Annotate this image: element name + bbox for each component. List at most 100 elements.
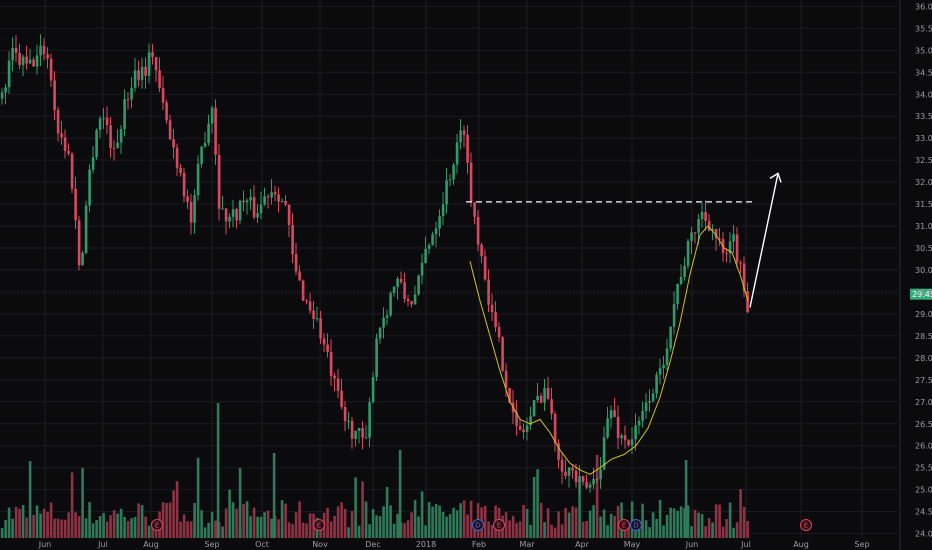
event-marker bbox=[630, 519, 642, 531]
candle-body bbox=[56, 110, 60, 134]
candle-body bbox=[462, 130, 466, 135]
volume-bar bbox=[504, 512, 508, 538]
candle-body bbox=[336, 378, 340, 391]
candle-body bbox=[238, 200, 242, 221]
candle-body bbox=[620, 435, 623, 439]
volume-bar bbox=[231, 502, 235, 538]
volume-bar bbox=[613, 516, 616, 538]
volume-bar bbox=[224, 508, 228, 538]
event-marker-label: E bbox=[155, 522, 159, 530]
candle-body bbox=[11, 47, 14, 61]
volume-bar bbox=[742, 506, 746, 538]
volume-bar bbox=[186, 521, 189, 538]
candle-body bbox=[326, 344, 329, 352]
volume-bar bbox=[42, 508, 46, 538]
candle-body bbox=[315, 318, 319, 320]
candle-body bbox=[242, 200, 245, 203]
volume-bar bbox=[672, 508, 676, 538]
candle-body bbox=[599, 469, 602, 480]
candle-body bbox=[644, 402, 648, 412]
candle-body bbox=[536, 395, 539, 401]
volume-bar bbox=[420, 491, 424, 538]
candle-body bbox=[637, 420, 641, 426]
candle-body bbox=[256, 213, 259, 218]
volume-bar bbox=[662, 525, 665, 538]
event-marker-label: E bbox=[622, 522, 626, 530]
volume-bar bbox=[364, 501, 368, 538]
candle-body bbox=[651, 393, 655, 401]
volume-bar bbox=[690, 526, 693, 538]
candle-body bbox=[235, 209, 238, 221]
volume-bar bbox=[398, 450, 402, 538]
volume-bar bbox=[133, 517, 137, 538]
candle-body bbox=[259, 204, 263, 214]
candle-body bbox=[627, 440, 630, 446]
candle-body bbox=[74, 188, 77, 221]
volume-bar bbox=[599, 516, 602, 538]
volume-bar bbox=[490, 525, 494, 538]
event-marker-label: E bbox=[497, 522, 501, 530]
candle-body bbox=[32, 59, 35, 67]
moving-average-line bbox=[469, 225, 749, 475]
x-tick-label: Jun bbox=[38, 540, 52, 549]
volume-bar bbox=[200, 510, 203, 538]
volume-bar bbox=[154, 523, 158, 538]
volume-bar bbox=[354, 477, 357, 538]
candle-body bbox=[116, 142, 119, 149]
candle-body bbox=[4, 87, 7, 93]
candle-body bbox=[186, 196, 189, 202]
volume-bar bbox=[287, 522, 291, 538]
y-tick-label: 28.00 bbox=[915, 354, 932, 363]
volume-bar bbox=[616, 505, 620, 538]
candle-body bbox=[508, 388, 511, 403]
volume-bar bbox=[112, 510, 116, 538]
projection-arrow bbox=[749, 173, 779, 308]
volume-bar bbox=[704, 526, 707, 538]
volume-bar bbox=[483, 505, 487, 538]
candle-body bbox=[207, 123, 210, 144]
candle-body bbox=[459, 130, 462, 143]
volume-bar bbox=[403, 523, 406, 538]
volume-bar bbox=[630, 501, 634, 538]
volume-bar bbox=[32, 514, 35, 538]
candle-body bbox=[623, 435, 627, 441]
candle-body bbox=[172, 139, 175, 148]
volume-bar bbox=[683, 508, 686, 538]
candle-body bbox=[368, 402, 371, 438]
volume-bar bbox=[392, 523, 396, 538]
candle-body bbox=[735, 234, 739, 263]
volume-bar bbox=[557, 511, 560, 538]
volume-bar bbox=[529, 524, 532, 538]
candle-body bbox=[95, 130, 98, 158]
candle-body bbox=[161, 88, 165, 103]
candle-body bbox=[119, 129, 123, 143]
x-tick-label: 2018 bbox=[416, 540, 436, 549]
volume-bar bbox=[518, 521, 522, 538]
volume-bar bbox=[130, 518, 133, 538]
y-tick-label: 30.50 bbox=[915, 244, 932, 253]
volume-bar bbox=[252, 507, 256, 538]
candle-body bbox=[532, 400, 536, 417]
candle-body bbox=[693, 232, 697, 234]
candle-body bbox=[144, 66, 147, 76]
candle-body bbox=[725, 252, 728, 254]
candle-body bbox=[49, 58, 53, 81]
volume-bar bbox=[382, 506, 385, 538]
volume-bar bbox=[368, 524, 371, 538]
candle-body bbox=[396, 278, 399, 287]
volume-bar bbox=[357, 525, 361, 538]
y-tick-label: 34.00 bbox=[915, 90, 932, 99]
volume-bar bbox=[459, 503, 462, 538]
volume-bar bbox=[609, 513, 613, 538]
candle-body bbox=[420, 262, 424, 276]
volume-bar bbox=[469, 500, 473, 538]
volume-bar bbox=[238, 468, 242, 538]
volume-bar bbox=[284, 503, 287, 538]
volume-bar bbox=[739, 489, 742, 538]
volume-bar bbox=[291, 524, 294, 538]
volume-bar bbox=[641, 503, 644, 538]
candle-body bbox=[224, 208, 228, 222]
candle-body bbox=[287, 204, 291, 225]
x-tick-label: Dec bbox=[365, 540, 380, 549]
